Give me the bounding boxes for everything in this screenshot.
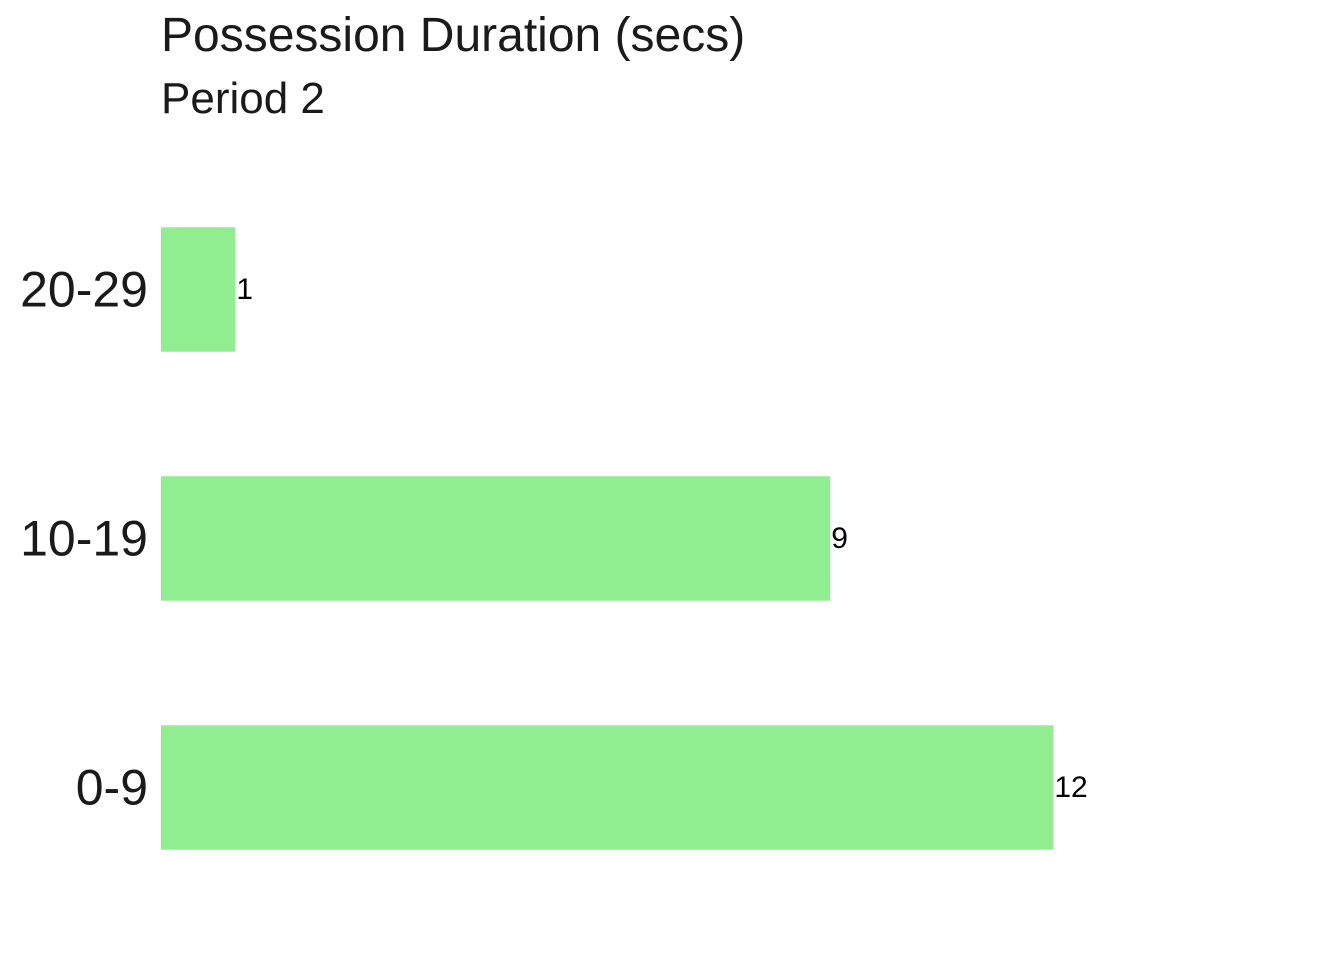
bar-20-29 bbox=[161, 227, 236, 352]
chart-subtitle: Period 2 bbox=[161, 74, 325, 123]
y-tick-label: 0-9 bbox=[76, 760, 148, 816]
y-tick-label: 20-29 bbox=[20, 262, 148, 318]
data-labels-group: 12 9 1 bbox=[236, 273, 1087, 804]
data-label: 9 bbox=[831, 522, 848, 555]
y-axis-tick-labels: 0-9 10-19 20-29 bbox=[20, 262, 148, 816]
chart-title: Possession Duration (secs) bbox=[161, 9, 746, 62]
bar-10-19 bbox=[161, 476, 831, 601]
y-tick-label: 10-19 bbox=[20, 511, 148, 567]
data-label: 1 bbox=[236, 273, 253, 306]
bar-0-9 bbox=[161, 725, 1054, 850]
data-label: 12 bbox=[1054, 771, 1087, 804]
bars-group bbox=[161, 227, 1054, 850]
